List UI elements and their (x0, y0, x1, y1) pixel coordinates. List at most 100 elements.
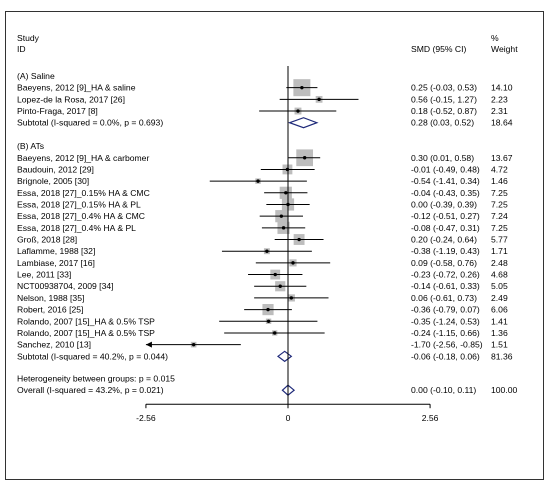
overall-row: Overall (I-squared = 43.2%, p = 0.021) 0.… (17, 385, 518, 395)
x-axis: -2.56 0 2.56 (136, 66, 439, 423)
overall-ci-text: 0.00 (-0.10, 0.11) (411, 385, 476, 395)
subtotal-ci-text: 0.28 (0.03, 0.52) (411, 118, 474, 128)
study-row: Laflamme, 1988 [32] -0.38 (-1.19, 0.43) 1.… (17, 246, 508, 256)
study-weight-text: 1.51 (491, 340, 508, 350)
study-id: Brignole, 2005 [30] (17, 176, 89, 186)
study-id: Nelson, 1988 [35] (17, 293, 84, 303)
pct-label: % (491, 33, 499, 43)
study-row: Essa, 2018 [27]_0.15% HA & CMC -0.04 (-0.… (17, 187, 508, 199)
study-weight-text: 1.46 (491, 176, 508, 186)
study-weight-text: 7.25 (491, 199, 508, 209)
study-ci-text: -0.38 (-1.19, 0.43) (411, 246, 480, 256)
study-row: Lopez-de la Rosa, 2017 [26] 0.56 (-0.15, … (17, 94, 508, 104)
point-estimate (296, 109, 299, 112)
forest-rows: (A) Saline Baeyens, 2012 [9]_HA & saline 0… (17, 71, 518, 395)
subtotal-ci-text: -0.06 (-0.18, 0.06) (411, 351, 480, 361)
study-ci-text: 0.30 (0.01, 0.58) (411, 153, 474, 163)
point-estimate (297, 238, 300, 241)
study-id: Groß, 2018 [28] (17, 235, 77, 245)
subtotal-weight-text: 18.64 (491, 118, 513, 128)
study-row: Brignole, 2005 [30] -0.54 (-1.41, 0.34) 1.… (17, 176, 508, 186)
group-label: (A) Saline (17, 71, 55, 81)
study-weight-text: 5.77 (491, 235, 508, 245)
point-estimate (300, 86, 303, 89)
study-ci-text: -0.24 (-1.15, 0.66) (411, 328, 480, 338)
study-weight-text: 13.67 (491, 153, 513, 163)
study-row: Groß, 2018 [28] 0.20 (-0.24, 0.64) 5.77 (17, 234, 508, 245)
study-id: Lambiase, 2017 [16] (17, 258, 95, 268)
study-weight-text: 2.31 (491, 106, 508, 116)
subtotal-weight-text: 81.36 (491, 351, 513, 361)
study-row: Lee, 2011 [33] -0.23 (-0.72, 0.26) 4.68 (17, 270, 508, 280)
point-estimate (192, 343, 195, 346)
study-weight-text: 4.72 (491, 164, 508, 174)
point-estimate (265, 250, 268, 253)
point-estimate (282, 226, 285, 229)
study-id: Essa, 2018 [27]_0.4% HA & CMC (17, 211, 145, 221)
study-id: Essa, 2018 [27]_0.15% HA & CMC (17, 188, 150, 198)
study-row: Robert, 2016 [25] -0.36 (-0.79, 0.07) 6.06 (17, 304, 508, 315)
study-row: NCT00938704, 2009 [34] -0.14 (-0.61, 0.33… (17, 281, 508, 291)
x-tick-label: 0 (286, 413, 291, 423)
x-tick-label: 2.56 (422, 413, 439, 423)
study-weight-text: 6.06 (491, 305, 508, 315)
study-ci-text: 0.25 (-0.03, 0.53) (411, 83, 477, 93)
point-estimate (266, 308, 269, 311)
study-ci-text: 0.56 (-0.15, 1.27) (411, 94, 477, 104)
study-row: Baudouin, 2012 [29] -0.01 (-0.49, 0.48) 4.… (17, 164, 508, 174)
study-id: Baeyens, 2012 [9]_HA & saline (17, 83, 136, 93)
study-id: Baeyens, 2012 [9]_HA & carbomer (17, 153, 149, 163)
group-label: (B) ATs (17, 141, 44, 151)
study-row: Rolando, 2007 [15]_HA & 0.5% TSP -0.35 (-… (17, 316, 508, 326)
study-row: Lambiase, 2017 [16] 0.09 (-0.58, 0.76) 2.4… (17, 258, 508, 268)
study-ci-text: -0.01 (-0.49, 0.48) (411, 164, 480, 174)
point-estimate (273, 331, 276, 334)
study-ci-text: 0.18 (-0.52, 0.87) (411, 106, 477, 116)
study-ci-text: -0.12 (-0.51, 0.27) (411, 211, 480, 221)
study-ci-text: -0.23 (-0.72, 0.26) (411, 270, 480, 280)
study-id: Pinto-Fraga, 2017 [8] (17, 106, 98, 116)
study-ci-text: 0.20 (-0.24, 0.64) (411, 235, 477, 245)
study-label: Study (17, 33, 40, 43)
study-id: Lopez-de la Rosa, 2017 [26] (17, 94, 125, 104)
study-id: Essa, 2018 [27]_0.15% HA & PL (17, 199, 141, 209)
study-id: Rolando, 2007 [15]_HA & 0.5% TSP (17, 316, 155, 326)
weight-label: Weight (491, 44, 518, 54)
x-tick-label: -2.56 (136, 413, 156, 423)
point-estimate (286, 168, 289, 171)
study-id: Robert, 2016 [25] (17, 305, 83, 315)
study-ci-text: 0.09 (-0.58, 0.76) (411, 258, 477, 268)
subtotal-label: Subtotal (I-squared = 0.0%, p = 0.693) (17, 118, 163, 128)
study-weight-text: 7.24 (491, 211, 508, 221)
subtotal-diamond (290, 118, 317, 128)
point-estimate (284, 191, 287, 194)
study-id: Lee, 2011 [33] (17, 270, 71, 280)
study-id: Essa, 2018 [27]_0.4% HA & PL (17, 223, 136, 233)
study-weight-text: 2.48 (491, 258, 508, 268)
study-id: Sanchez, 2010 [13] (17, 340, 91, 350)
study-ci-text: -0.08 (-0.47, 0.31) (411, 223, 480, 233)
subtotal-label: Subtotal (I-squared = 40.2%, p = 0.044) (17, 351, 168, 361)
study-ci-text: -1.70 (-2.56, -0.85) (411, 340, 483, 350)
overall-weight-text: 100.00 (491, 385, 518, 395)
point-estimate (279, 285, 282, 288)
study-row: Rolando, 2007 [15]_HA & 0.5% TSP -0.24 (-… (17, 328, 508, 338)
study-id: Laflamme, 1988 [32] (17, 246, 95, 256)
study-row: Nelson, 1988 [35] 0.06 (-0.61, 0.73) 2.49 (17, 293, 508, 303)
point-estimate (256, 179, 259, 182)
heterogeneity-text: Heterogeneity between groups: p = 0.015 (17, 374, 175, 384)
study-weight-text: 2.49 (491, 293, 508, 303)
point-estimate (291, 261, 294, 264)
study-weight-text: 1.41 (491, 316, 508, 326)
study-weight-text: 4.68 (491, 270, 508, 280)
study-weight-text: 2.23 (491, 94, 508, 104)
subtotal-row: Subtotal (I-squared = 0.0%, p = 0.693) 0.… (17, 118, 513, 128)
point-estimate (274, 273, 277, 276)
study-weight-text: 5.05 (491, 281, 508, 291)
id-label: ID (17, 44, 26, 54)
study-row: Essa, 2018 [27]_0.4% HA & PL -0.08 (-0.47… (17, 222, 508, 234)
point-estimate (303, 156, 306, 159)
study-row: Essa, 2018 [27]_0.15% HA & PL 0.00 (-0.39… (17, 198, 508, 210)
